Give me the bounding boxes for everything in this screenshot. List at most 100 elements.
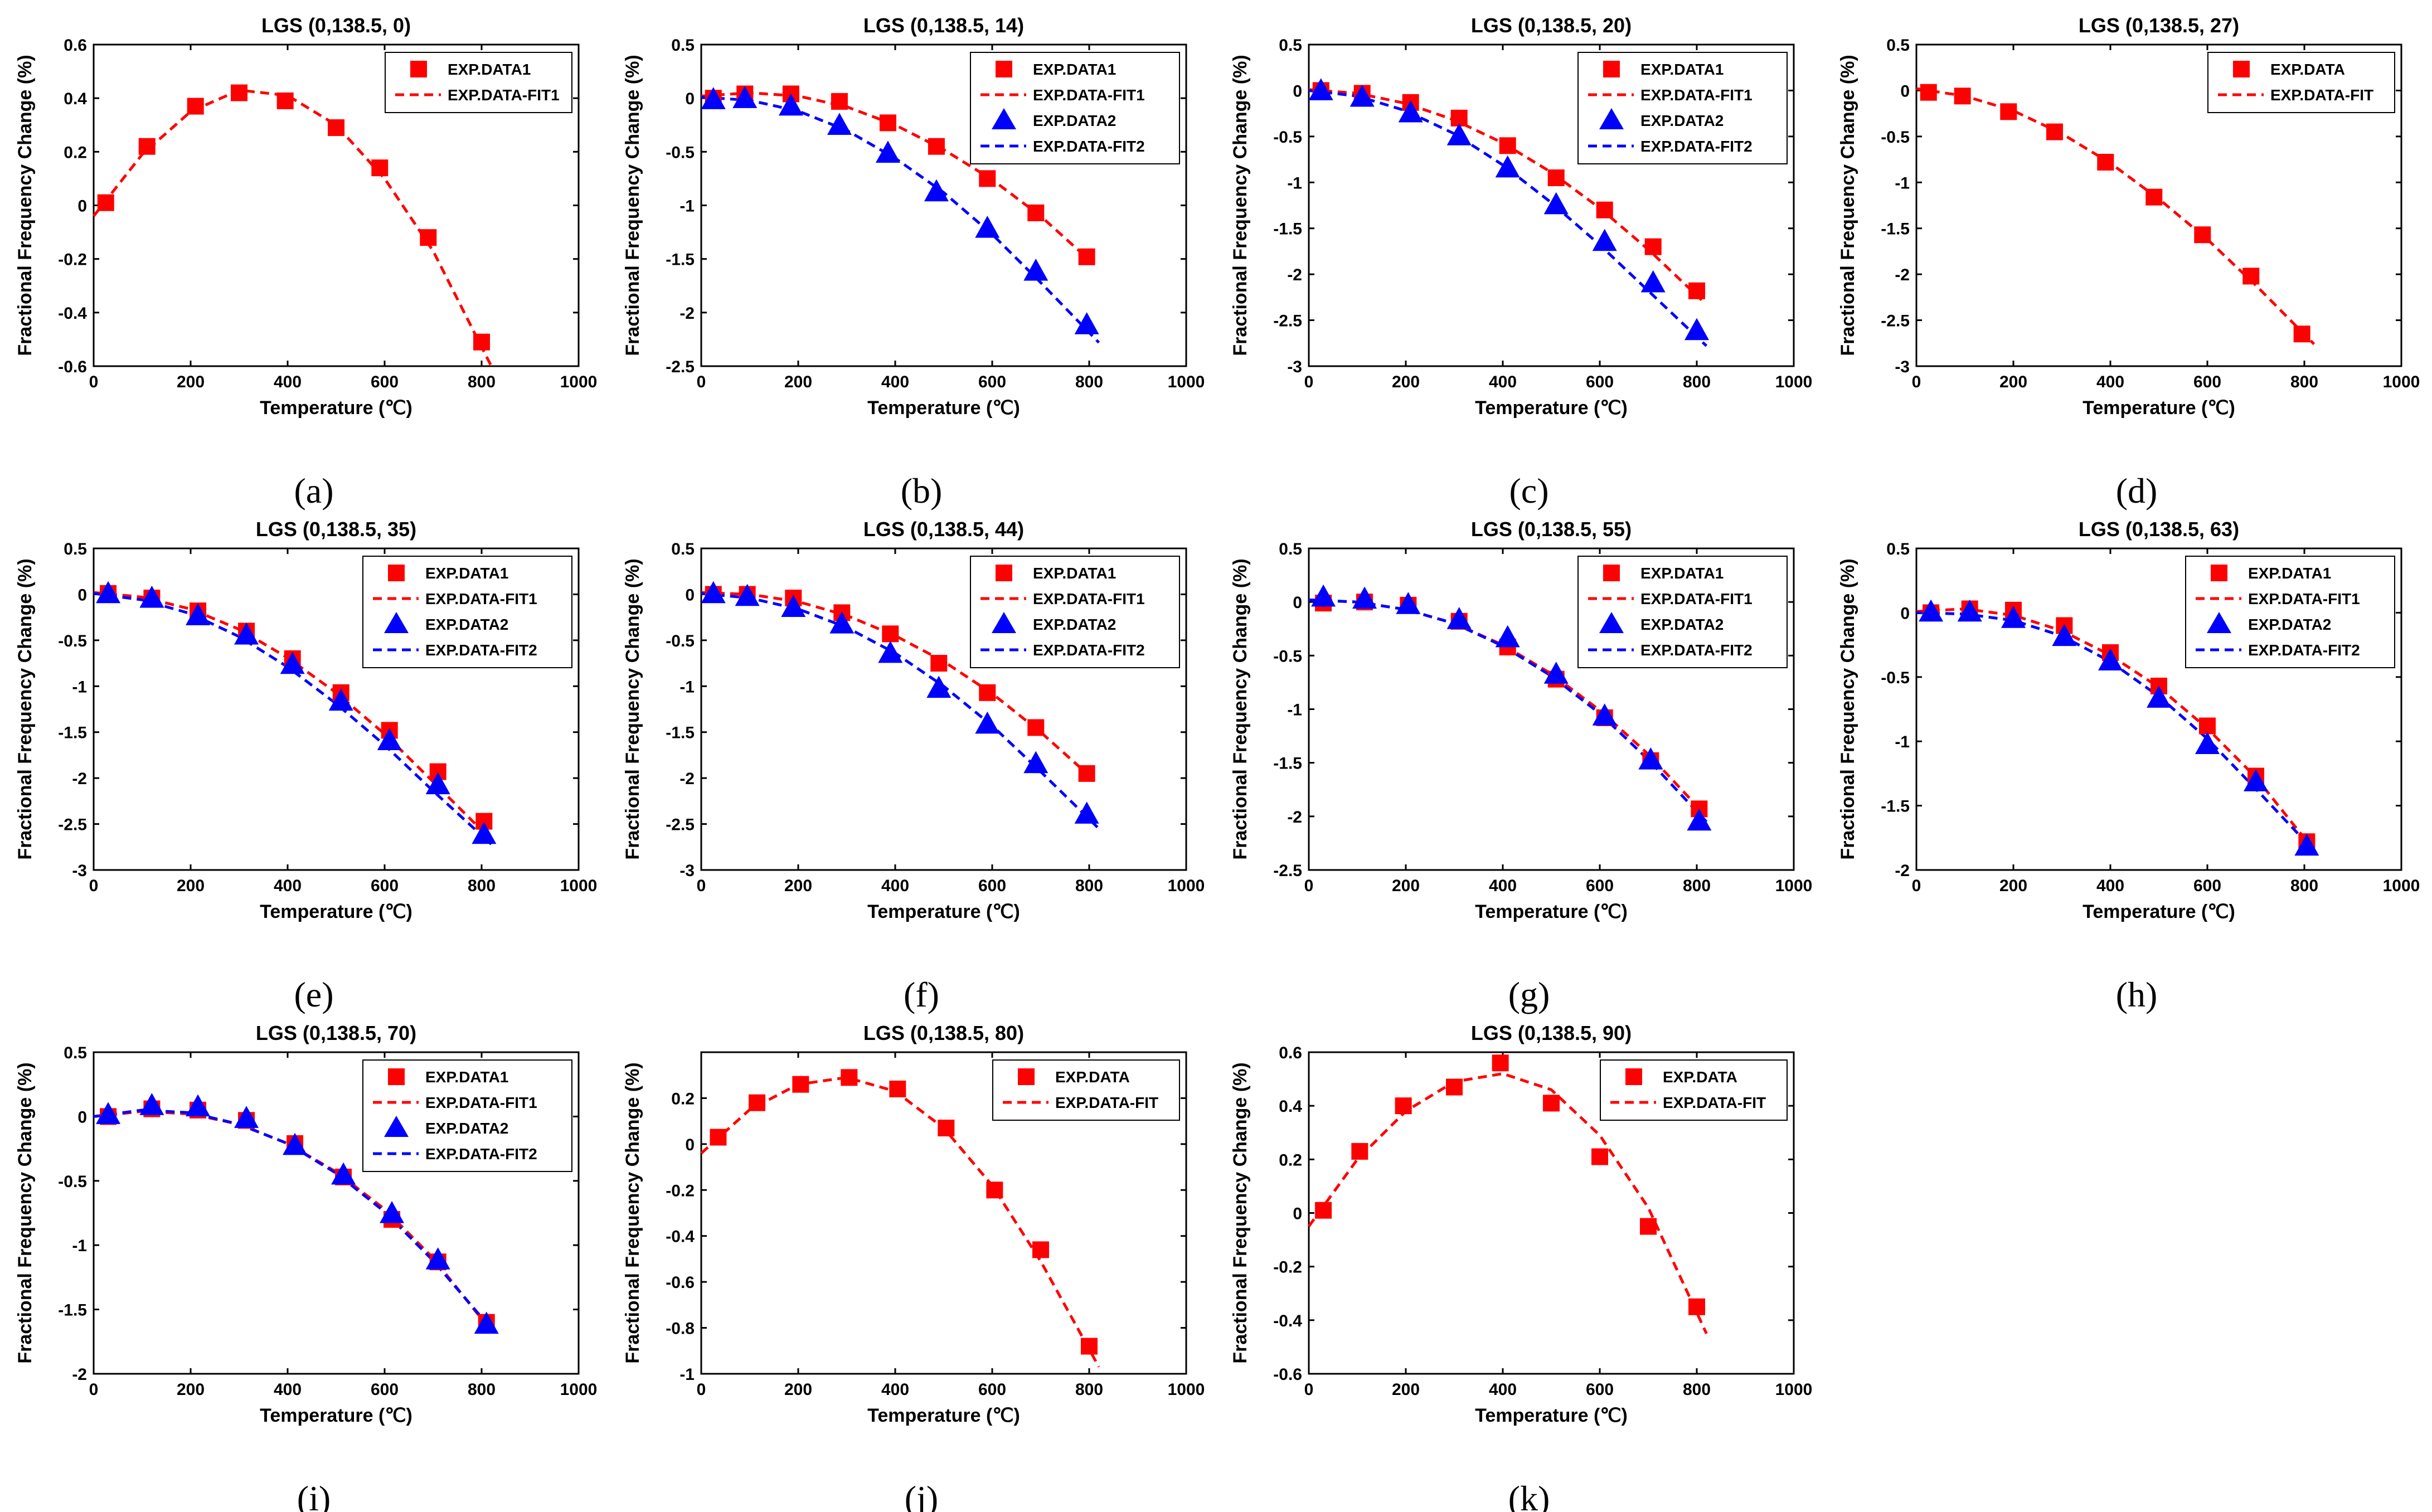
data-point-square bbox=[928, 138, 945, 155]
data-point-triangle bbox=[1495, 625, 1520, 648]
x-tick-label: 600 bbox=[978, 877, 1006, 895]
x-tick-label: 200 bbox=[1999, 373, 2027, 391]
legend-label: EXP.DATA1 bbox=[1640, 565, 1724, 582]
y-tick-label: -0.4 bbox=[58, 304, 87, 323]
y-tick-label: -0.6 bbox=[58, 358, 87, 376]
x-tick-label: 400 bbox=[274, 877, 302, 895]
fit-line-1 bbox=[700, 1076, 1100, 1368]
x-tick-label: 1000 bbox=[1168, 877, 1205, 895]
data-point-square bbox=[276, 92, 294, 109]
x-tick-label: 0 bbox=[89, 373, 99, 391]
fit-line-1 bbox=[1916, 607, 2310, 845]
y-tick-label: -2 bbox=[1287, 266, 1302, 284]
x-tick-label: 1000 bbox=[2383, 373, 2420, 391]
legend-label: EXP.DATA2 bbox=[425, 616, 508, 633]
data-point-square bbox=[1492, 1054, 1509, 1072]
legend-label: EXP.DATA-FIT2 bbox=[425, 1145, 537, 1163]
y-tick-label: 0 bbox=[1293, 1205, 1302, 1223]
chart-title: LGS (0,138.5, 44) bbox=[863, 518, 1024, 541]
x-tick-label: 600 bbox=[371, 877, 399, 895]
chart-title: LGS (0,138.5, 70) bbox=[256, 1022, 416, 1044]
x-axis-label: Temperature (℃) bbox=[2083, 901, 2235, 922]
chart-title: LGS (0,138.5, 80) bbox=[863, 1022, 1024, 1044]
x-tick-label: 1000 bbox=[1168, 373, 1205, 391]
legend-label: EXP.DATA-FIT2 bbox=[1640, 138, 1753, 155]
plot-frame bbox=[93, 1051, 580, 1375]
y-tick-label: 0 bbox=[685, 586, 695, 604]
y-tick-label: 0.5 bbox=[64, 540, 87, 558]
data-point-triangle bbox=[1074, 312, 1099, 334]
y-tick-label: 0.5 bbox=[671, 36, 695, 55]
y-tick-label: -2 bbox=[1287, 808, 1302, 827]
data-point-triangle bbox=[1074, 801, 1099, 824]
data-point-triangle bbox=[425, 772, 450, 795]
fit-line-1 bbox=[701, 591, 1095, 781]
data-point-triangle bbox=[1023, 258, 1048, 281]
y-tick-label: 0.6 bbox=[1279, 1044, 1302, 1062]
y-tick-label: -1 bbox=[1895, 174, 1910, 192]
data-point-square bbox=[97, 194, 114, 211]
data-point-triangle bbox=[1396, 592, 1421, 614]
fit-line-1 bbox=[701, 91, 1095, 266]
data-point-triangle bbox=[827, 113, 852, 135]
x-tick-label: 0 bbox=[89, 1380, 99, 1399]
legend-label: EXP.DATA bbox=[1055, 1068, 1130, 1086]
legend-label: EXP.DATA1 bbox=[1033, 565, 1116, 582]
chart-title: LGS (0,138.5, 14) bbox=[863, 14, 1024, 37]
y-tick-label: -0.8 bbox=[666, 1320, 695, 1338]
legend-marker-square bbox=[388, 565, 405, 581]
x-tick-label: 1000 bbox=[1168, 1380, 1205, 1399]
panel-caption: (c) bbox=[1509, 471, 1548, 511]
y-tick-label: -1 bbox=[679, 197, 695, 216]
data-point-triangle bbox=[1495, 155, 1520, 178]
legend-marker-square bbox=[1603, 565, 1620, 581]
panel-caption: (b) bbox=[901, 471, 943, 511]
data-point-square bbox=[1027, 204, 1045, 221]
legend-label: EXP.DATA-FIT1 bbox=[1033, 86, 1145, 104]
legend-marker-triangle bbox=[1599, 108, 1624, 129]
x-axis-label: Temperature (℃) bbox=[1475, 1405, 1628, 1426]
y-tick-label: -1.5 bbox=[1881, 220, 1910, 239]
data-point-square bbox=[1920, 84, 1937, 101]
y-axis-label: Fractional Frequency Change (%) bbox=[14, 558, 36, 859]
x-tick-label: 800 bbox=[468, 373, 496, 391]
data-point-triangle bbox=[472, 821, 497, 844]
data-point-triangle bbox=[1023, 751, 1048, 774]
chart-panel-6: 0 200 400 600 800 1000 -3 -2.5 -2 -1.5 -1 -0.5 0 0.5 L… bbox=[622, 518, 1205, 1014]
data-point-triangle bbox=[1543, 662, 1569, 684]
data-point-square bbox=[1081, 1338, 1098, 1355]
data-point-square bbox=[1596, 201, 1613, 218]
plot-frame bbox=[93, 547, 580, 871]
x-tick-label: 1000 bbox=[1775, 373, 1813, 391]
legend-label: EXP.DATA-FIT1 bbox=[1033, 590, 1145, 607]
chart-title: LGS (0,138.5, 27) bbox=[2079, 14, 2239, 37]
x-tick-label: 200 bbox=[1999, 877, 2027, 895]
x-tick-label: 600 bbox=[2193, 373, 2221, 391]
y-tick-label: -0.5 bbox=[1273, 647, 1302, 665]
data-point-triangle bbox=[926, 675, 952, 698]
legend-label: EXP.DATA-FIT1 bbox=[2248, 590, 2360, 607]
y-tick-label: -2 bbox=[72, 770, 87, 788]
data-point-triangle bbox=[234, 1106, 259, 1128]
legend-label: EXP.DATA1 bbox=[2248, 565, 2331, 582]
panel-caption: (e) bbox=[294, 975, 333, 1014]
y-axis-label: Fractional Frequency Change (%) bbox=[1837, 55, 1858, 356]
data-point-square bbox=[831, 93, 848, 110]
data-point-triangle bbox=[2195, 732, 2220, 754]
x-tick-label: 200 bbox=[177, 877, 205, 895]
data-point-triangle bbox=[1446, 607, 1472, 629]
y-tick-label: 0 bbox=[1900, 604, 1910, 623]
data-point-triangle bbox=[139, 585, 164, 608]
x-tick-label: 200 bbox=[1392, 877, 1420, 895]
data-point-square bbox=[1078, 765, 1095, 782]
chart-panel-4: 0 200 400 600 800 1000 -3 -2.5 -2 -1.5 -1 -0.5 0 0.5 L… bbox=[1837, 14, 2420, 511]
x-axis-label: Temperature (℃) bbox=[2083, 397, 2235, 419]
x-tick-label: 200 bbox=[177, 1380, 205, 1399]
data-point-square bbox=[1446, 1078, 1463, 1096]
y-tick-label: -2 bbox=[72, 1365, 87, 1384]
panel-caption: (h) bbox=[2116, 975, 2158, 1014]
x-tick-label: 600 bbox=[371, 373, 399, 391]
y-tick-label: -0.2 bbox=[666, 1182, 695, 1200]
legend: EXP.DATA EXP.DATA-FIT bbox=[1600, 1059, 1788, 1121]
y-tick-label: -1.5 bbox=[666, 251, 695, 269]
